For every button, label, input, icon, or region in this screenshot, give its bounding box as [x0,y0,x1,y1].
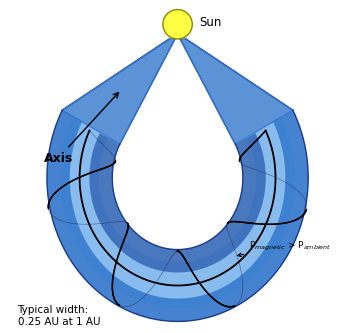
Polygon shape [60,117,295,308]
Polygon shape [47,110,308,321]
Text: Typical width:
0.25 AU at 1 AU: Typical width: 0.25 AU at 1 AU [17,305,100,327]
Text: P$_{magnetic}$ > P$_{ambient}$: P$_{magnetic}$ > P$_{ambient}$ [238,240,332,257]
Polygon shape [180,39,293,144]
Polygon shape [89,133,266,272]
Polygon shape [47,110,308,321]
Text: Axis: Axis [44,93,119,165]
Circle shape [163,10,192,39]
Text: Sun: Sun [199,16,221,29]
Polygon shape [62,39,175,144]
